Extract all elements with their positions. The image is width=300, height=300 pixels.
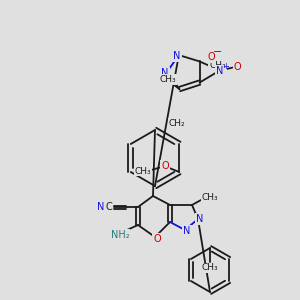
Text: CH₃: CH₃ xyxy=(202,193,218,202)
Text: N: N xyxy=(196,214,204,224)
Text: −: − xyxy=(213,46,222,57)
Text: O: O xyxy=(234,61,242,72)
Text: O: O xyxy=(161,161,169,171)
Text: N: N xyxy=(183,226,191,236)
Text: O: O xyxy=(153,234,161,244)
Text: N: N xyxy=(97,202,105,212)
Text: CH₃: CH₃ xyxy=(202,263,218,272)
Text: N: N xyxy=(161,68,169,78)
Text: C: C xyxy=(106,202,112,212)
Text: N: N xyxy=(173,51,181,61)
Text: N: N xyxy=(216,66,223,76)
Text: CH₃: CH₃ xyxy=(209,61,226,70)
Text: CH₃: CH₃ xyxy=(135,167,152,176)
Text: NH₂: NH₂ xyxy=(111,230,129,240)
Text: CH₂: CH₂ xyxy=(169,119,185,128)
Text: O: O xyxy=(208,52,215,61)
Text: +: + xyxy=(222,62,229,71)
Text: CH₃: CH₃ xyxy=(159,75,176,84)
